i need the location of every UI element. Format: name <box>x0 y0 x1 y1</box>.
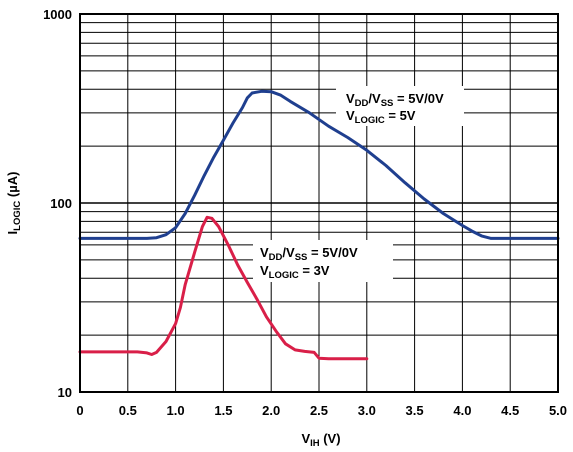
x-tick-label: 5.0 <box>549 403 567 418</box>
x-tick-label: 3.5 <box>406 403 424 418</box>
x-tick-label: 0 <box>76 403 83 418</box>
x-tick-label: 2.5 <box>310 403 328 418</box>
annotation-1-bg <box>336 86 464 126</box>
series-line-2 <box>78 215 369 361</box>
grid <box>79 13 559 393</box>
y-tick-label: 1000 <box>43 7 72 22</box>
y-tick-label: 10 <box>58 385 72 400</box>
y-tick-label: 100 <box>50 196 72 211</box>
x-tick-label: 3.0 <box>358 403 376 418</box>
x-tick-label: 2.0 <box>262 403 280 418</box>
annotation-2-line-2: VLOGIC = 3V <box>260 263 330 281</box>
y-tick-labels: 10 100 1000 <box>43 7 72 400</box>
plot-frame <box>79 13 559 393</box>
x-tick-label: 4.0 <box>453 403 471 418</box>
annotation-2-bg <box>253 240 393 282</box>
y-axis-label: ILOGIC (µA) <box>5 172 23 235</box>
x-tick-label: 0.5 <box>119 403 137 418</box>
x-tick-label: 1.0 <box>167 403 185 418</box>
x-axis-label: VIH (V) <box>301 431 340 449</box>
annotation-1-line-1: VDD/VSS = 5V/0V <box>346 91 444 109</box>
x-tick-label: 4.5 <box>501 403 519 418</box>
x-tick-labels: 0 0.5 1.0 1.5 2.0 2.5 3.0 3.5 4.0 4.5 5.0 <box>76 403 567 418</box>
x-tick-label: 1.5 <box>214 403 232 418</box>
annotation-2-line-1: VDD/VSS = 5V/0V <box>260 245 358 263</box>
series-group <box>78 89 560 361</box>
annotation-1-line-2: VLOGIC = 5V <box>346 108 416 126</box>
series-line-1 <box>78 89 560 240</box>
